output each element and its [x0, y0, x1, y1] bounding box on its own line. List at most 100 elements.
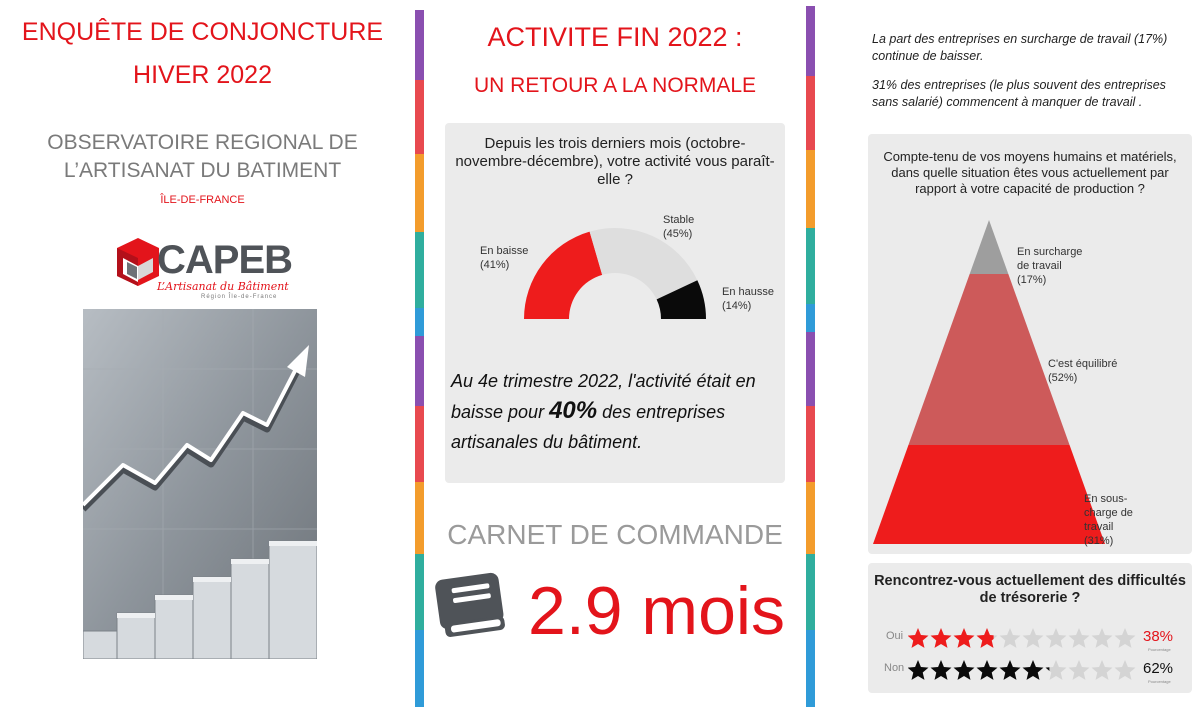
gauge-label-baisse: En baisse (41%) [480, 244, 528, 272]
capacity-question-line3: rapport à votre capacité de production ? [915, 181, 1145, 196]
pyramid-label-equilibre-name: C'est équilibré [1048, 358, 1118, 370]
pyramid-slice-equilibre [908, 274, 1070, 445]
staircase-growth-image [83, 309, 317, 659]
intro-souscharge: 31% des entreprises (le plus souvent des… [872, 77, 1192, 111]
pyramid-label-surcharge: En surcharge de travail (17%) [1017, 245, 1082, 287]
order-book-title: CARNET DE COMMANDE [447, 519, 783, 550]
left-column: ENQUÊTE DE CONJONCTURE HIVER 2022 OBSERV… [0, 0, 405, 707]
activity-question: Depuis les trois derniers mois (octobre-… [445, 135, 785, 189]
divider-stripe-right [806, 6, 815, 707]
star-empty [1045, 628, 1067, 648]
activity-statement-line3: artisanales du bâtiment. [451, 432, 643, 452]
star-empty [1045, 660, 1067, 680]
treasury-pct-oui: 38% [1143, 628, 1174, 645]
star-empty [1068, 628, 1090, 648]
treasury-label-oui: Oui [886, 630, 904, 642]
divider-stripe-left [415, 10, 424, 707]
pyramid-label-surcharge-pct: (17%) [1017, 274, 1047, 286]
capacity-question-line2: dans quelle situation êtes vous actuelle… [891, 165, 1169, 180]
star-empty [1091, 628, 1113, 648]
capacity-question-line1: Compte-tenu de vos moyens humains et mat… [883, 149, 1177, 164]
intro-souscharge-line1: 31% des entreprises (le plus souvent des… [872, 78, 1166, 92]
region-label: ÎLE-DE-FRANCE [160, 194, 245, 206]
pyramid-label-equilibre-pct: (52%) [1048, 372, 1078, 384]
statement-pre: baisse pour [451, 402, 550, 422]
activity-gauge-chart [524, 228, 706, 319]
star-filled [908, 628, 929, 648]
star-empty [999, 628, 1021, 648]
star-filled [976, 660, 998, 680]
star-empty [1114, 660, 1136, 680]
pyramid-label-souscharge: En sous- charge de travail (31%) [1084, 492, 1133, 548]
star-empty [1068, 660, 1090, 680]
treasury-pct-non: 62% [1143, 660, 1174, 677]
gauge-label-hausse: En hausse (14%) [722, 285, 774, 313]
gauge-slice-hausse [656, 280, 706, 319]
capeb-logo-region: Région Île-de-France [201, 294, 278, 300]
statement-highlight: 40% [549, 397, 598, 424]
pyramid-label-souscharge-line1: En sous- [1084, 493, 1128, 505]
pyramid-slice-souscharge [873, 445, 1105, 544]
star-filled [953, 660, 975, 680]
star-filled [953, 628, 975, 648]
capacity-question: Compte-tenu de vos moyens humains et mat… [868, 149, 1192, 197]
pyramid-slice-surcharge [969, 220, 1009, 274]
capeb-logo: CAPEB L’Artisanat du Bâtiment Région Île… [113, 236, 293, 300]
pyramid-label-souscharge-pct: (31%) [1084, 535, 1114, 547]
gauge-slice-baisse [524, 231, 603, 319]
pyramid-label-surcharge-line1: En surcharge [1017, 246, 1083, 258]
capeb-logo-name: CAPEB [157, 238, 293, 282]
treasury-tiny-non: Pourcentage [1148, 679, 1171, 684]
star-empty [1022, 628, 1044, 648]
treasury-question-line1: Rencontrez-vous actuellement des difficu… [874, 573, 1186, 589]
capeb-logo-tagline: L’Artisanat du Bâtiment [157, 280, 289, 293]
activity-question-line1: Depuis les trois derniers mois (octobre- [484, 135, 746, 152]
gauge-label-stable-pct: (45%) [663, 228, 693, 240]
intro-surcharge-line2: continue de baisser. [872, 49, 984, 63]
gauge-slice-stable [589, 228, 698, 300]
capacity-pyramid-chart [873, 220, 1105, 544]
gauge-label-baisse-name: En baisse [480, 245, 529, 257]
treasury-stars-non [908, 660, 1136, 680]
book-icon [435, 572, 505, 637]
survey-season: HIVER 2022 [133, 61, 272, 89]
star-empty [1114, 628, 1136, 648]
activity-statement-line1: Au 4e trimestre 2022, l'activité était e… [451, 371, 756, 391]
statement-post: des entreprises [597, 402, 726, 422]
gauge-label-hausse-name: En hausse [722, 286, 774, 298]
pyramid-label-surcharge-line2: de travail [1017, 260, 1062, 272]
treasury-star-chart [908, 628, 1136, 680]
gauge-label-baisse-pct: (41%) [480, 259, 510, 271]
star-filled [930, 660, 952, 680]
treasury-question: Rencontrez-vous actuellement des difficu… [868, 573, 1192, 607]
activity-statement: Au 4e trimestre 2022, l'activité était e… [451, 366, 781, 457]
pyramid-label-souscharge-line3: travail [1084, 521, 1114, 533]
observatory-title-line2: L’ARTISANAT DU BATIMENT [63, 159, 342, 182]
activity-question-line2: novembre-décembre), votre activité vous … [455, 153, 775, 170]
activity-statement-line2: baisse pour 40% des entreprises [451, 396, 781, 427]
intro-surcharge-line1: La part des entreprises en surcharge de … [872, 32, 1168, 46]
activity-panel: Depuis les trois derniers mois (octobre-… [445, 123, 785, 483]
capeb-cube-icon [117, 238, 159, 286]
star-filled [1045, 667, 1050, 671]
star-filled [930, 628, 952, 648]
pyramid-label-souscharge-line2: charge de [1084, 507, 1133, 519]
activity-headline: ACTIVITE FIN 2022 : [487, 22, 743, 52]
star-filled [976, 628, 994, 648]
treasury-panel: Rencontrez-vous actuellement des difficu… [868, 563, 1192, 693]
survey-title: ENQUÊTE DE CONJONCTURE [21, 18, 384, 46]
gauge-label-stable-name: Stable [663, 214, 695, 226]
star-filled [1022, 660, 1044, 680]
activity-question-line3: elle ? [597, 171, 633, 188]
activity-subheadline: UN RETOUR A LA NORMALE [473, 74, 757, 97]
intro-surcharge: La part des entreprises en surcharge de … [872, 31, 1192, 65]
capacity-panel: Compte-tenu de vos moyens humains et mat… [868, 134, 1192, 554]
treasury-tiny-oui: Pourcentage [1148, 647, 1171, 652]
star-empty [1091, 660, 1113, 680]
pyramid-label-equilibre: C'est équilibré (52%) [1048, 357, 1117, 385]
gauge-label-hausse-pct: (14%) [722, 300, 752, 312]
intro-souscharge-line2: sans salarié) commencent à manquer de tr… [872, 95, 1143, 109]
order-book-value: 2.9 mois [528, 573, 785, 649]
treasury-stars-oui [908, 628, 1136, 648]
treasury-question-line2: de trésorerie ? [979, 590, 1081, 606]
